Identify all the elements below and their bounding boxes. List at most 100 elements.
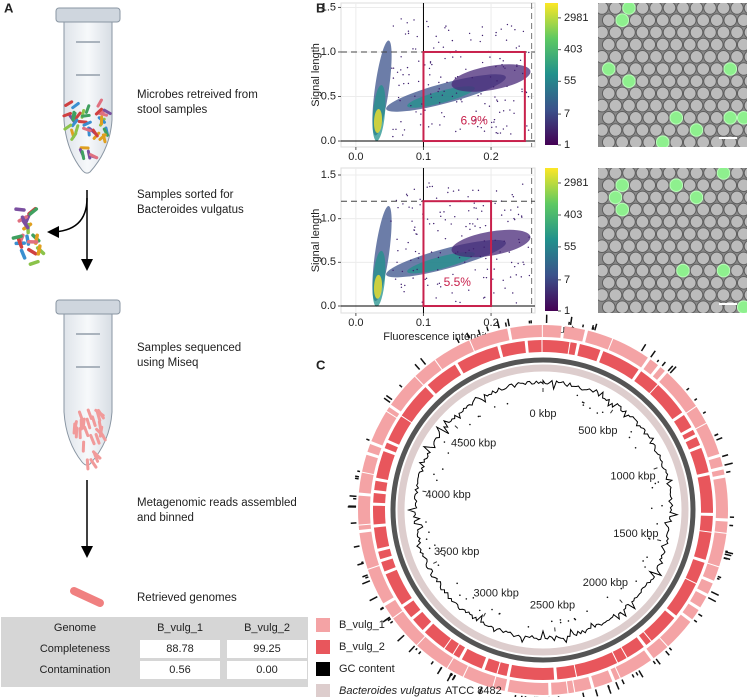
density-point (528, 274, 531, 277)
droplet (628, 300, 643, 313)
outer-spike (430, 660, 434, 665)
droplet (608, 239, 623, 253)
legend-label: GC content (339, 663, 395, 675)
gc-content (406, 378, 679, 644)
droplet (655, 227, 670, 241)
droplet (716, 215, 731, 229)
density-point (451, 39, 454, 42)
density-point (438, 88, 440, 90)
outer-spike (418, 651, 422, 655)
density-point (413, 188, 416, 191)
outer-spike (698, 613, 703, 618)
outer-spike (635, 671, 639, 676)
outer-spike (385, 394, 393, 401)
density-point (509, 276, 512, 278)
density-point (431, 63, 433, 66)
droplet (689, 50, 704, 64)
gc-dot (596, 412, 599, 414)
density-point (461, 101, 463, 103)
gc-dot (656, 523, 658, 525)
bacterium (102, 108, 112, 116)
genome-tick-label: 3500 kbp (434, 546, 479, 558)
outer-spike (446, 672, 453, 682)
droplet (743, 3, 747, 14)
density-point (468, 289, 470, 291)
droplet (615, 135, 630, 147)
droplet (723, 251, 738, 266)
micrograph (598, 3, 747, 147)
density-point (495, 190, 498, 192)
genome-ring (358, 325, 728, 695)
density-point (502, 66, 505, 68)
droplet (642, 62, 657, 76)
density-point (515, 47, 518, 49)
droplet (601, 37, 616, 52)
droplet (689, 190, 704, 205)
droplet (696, 276, 711, 290)
droplet (709, 178, 724, 192)
genome-tick-label: 4500 kbp (451, 437, 496, 449)
y-axis-label: Signal length (310, 209, 322, 273)
droplet (622, 190, 636, 205)
density-point (438, 282, 441, 285)
density-point (403, 129, 406, 131)
droplet (709, 202, 724, 217)
gc-dot (443, 441, 446, 443)
density-point (468, 32, 471, 35)
density-point (435, 35, 437, 38)
droplet (689, 74, 704, 88)
density-point (403, 291, 405, 293)
droplet (682, 227, 697, 241)
table-row-label: Completeness (40, 643, 111, 655)
density-point (402, 74, 404, 76)
droplet (723, 13, 738, 28)
density-point (418, 252, 420, 255)
droplet (655, 178, 670, 192)
colorbar-tick-label: 1 (564, 305, 570, 317)
table-cell (227, 661, 307, 679)
gc-dot (443, 554, 446, 557)
density-point (430, 96, 432, 99)
droplet (608, 123, 623, 137)
legend-label-rest: ATCC 8482 (445, 685, 502, 697)
droplet (730, 98, 744, 113)
bacterium (14, 207, 26, 212)
density-point (452, 56, 454, 58)
density-point (518, 241, 521, 244)
step-text: Microbes retreived from stool samples (137, 89, 258, 116)
gc-dot (550, 620, 553, 623)
droplet (689, 168, 704, 180)
outer-spike (650, 350, 656, 358)
bacteria (11, 98, 112, 471)
density-point (396, 238, 398, 241)
droplet (642, 111, 657, 125)
density-point (473, 202, 475, 204)
density-point (502, 60, 504, 62)
gc-dot (439, 550, 442, 553)
outer-spike (721, 454, 729, 458)
table-header: Genome (54, 622, 96, 634)
gc-dot (586, 610, 588, 613)
density-point (499, 111, 501, 114)
droplet (730, 3, 744, 15)
outer-spike (496, 320, 500, 329)
droplet (655, 135, 670, 147)
droplet (689, 263, 704, 278)
density-point (451, 95, 454, 98)
droplet (601, 62, 616, 76)
bacterium (71, 102, 80, 110)
droplet (598, 74, 609, 88)
droplet (622, 215, 636, 229)
density-point (504, 209, 506, 211)
density-point (509, 109, 511, 111)
density-point (525, 91, 528, 94)
density-point (408, 74, 410, 76)
outer-spike (362, 574, 368, 578)
density-point (492, 86, 495, 88)
density-point (479, 255, 482, 258)
bacterium (20, 215, 28, 227)
droplet (649, 25, 663, 40)
density-point (484, 102, 486, 105)
density-point (518, 45, 520, 47)
droplet (608, 98, 623, 113)
